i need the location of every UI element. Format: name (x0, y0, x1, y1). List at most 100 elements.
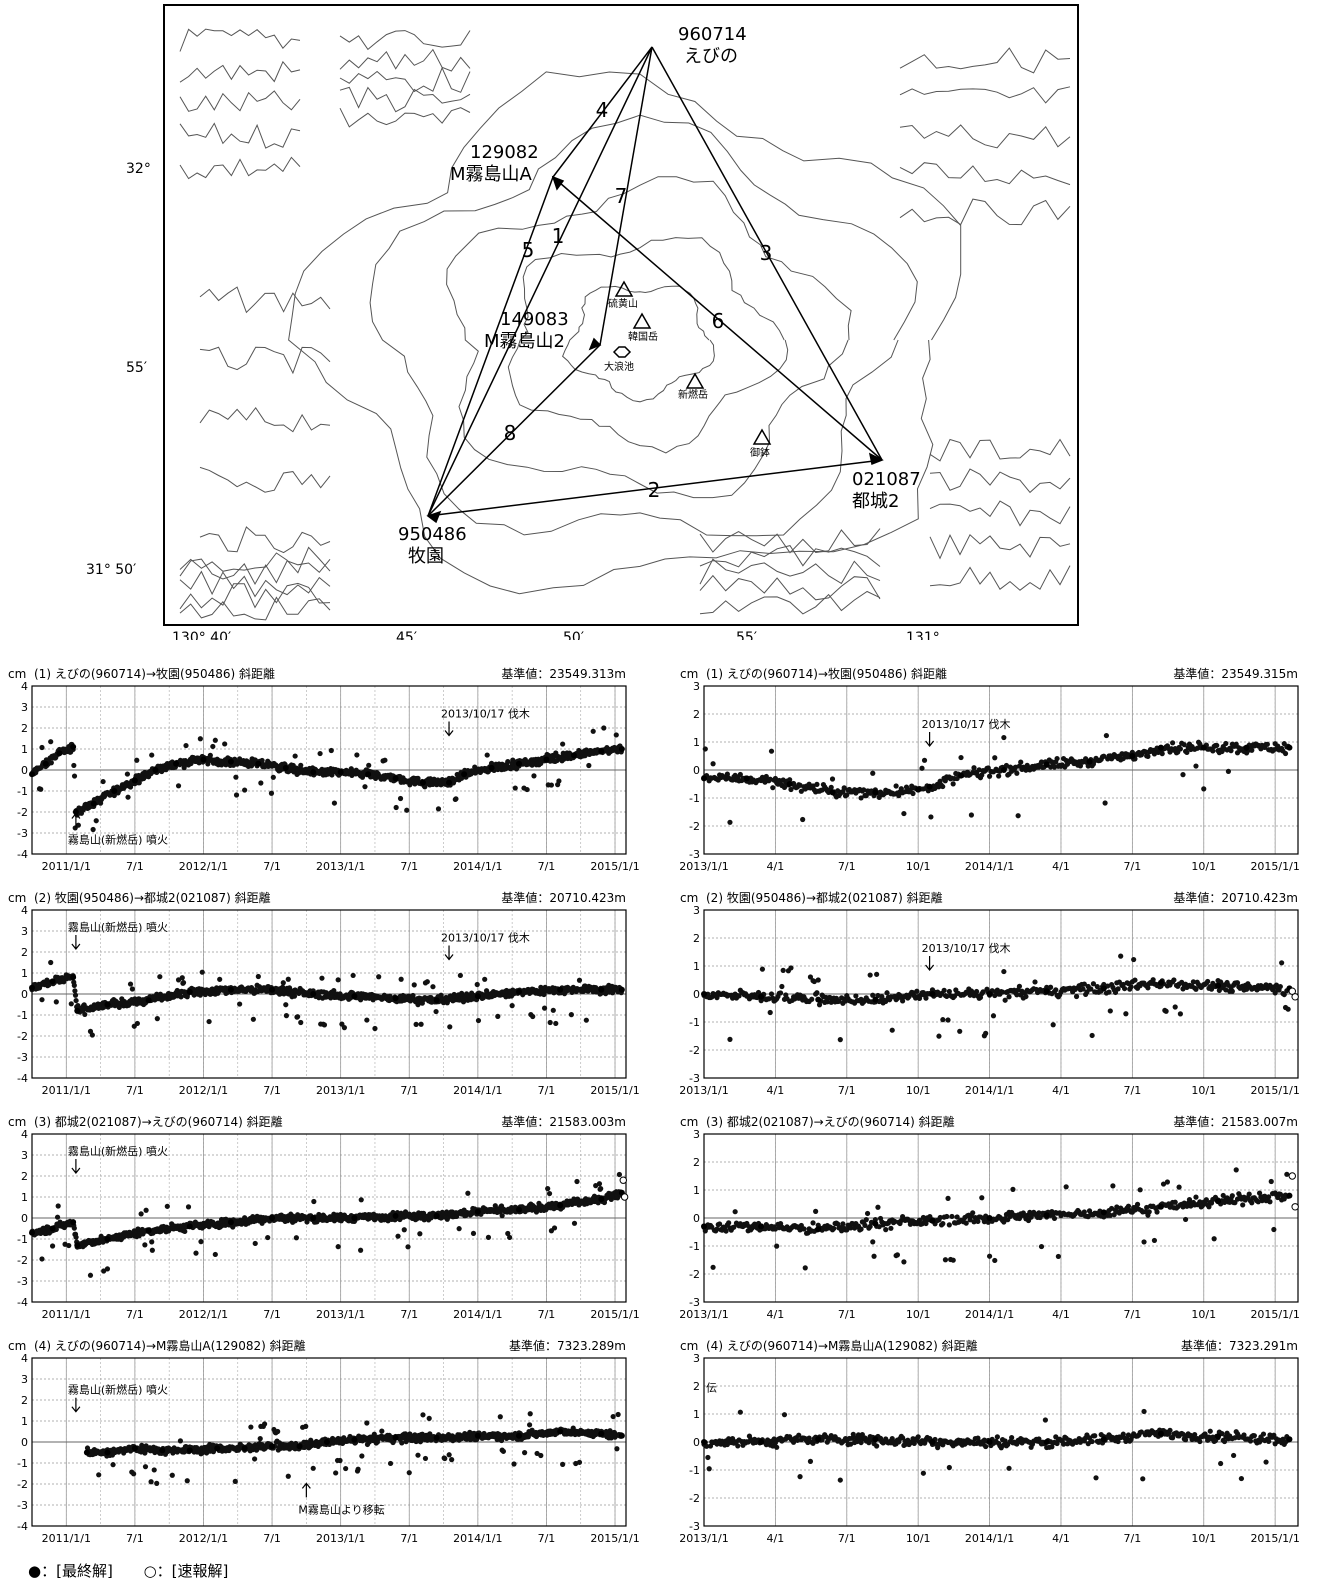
data-series (83, 1411, 625, 1486)
data-point (1016, 983, 1023, 989)
chart-panel: cm (3) 都城2(021087)→えびの(960714) 斜距離 基準値：215… (0, 1110, 640, 1330)
data-point (1151, 751, 1158, 757)
data-point (328, 747, 334, 754)
data-point (872, 996, 879, 1003)
data-point (598, 1196, 605, 1203)
data-point (515, 1206, 522, 1213)
x-tick-label: 2014/1/1 (453, 1532, 502, 1545)
data-point (419, 779, 426, 786)
x-tick-label: 2014/1/1 (453, 860, 502, 873)
contour-line (899, 124, 1071, 149)
data-point (1132, 977, 1138, 983)
x-tick-label: 2011/1/1 (42, 860, 91, 873)
data-point (71, 762, 77, 769)
data-point (560, 741, 566, 747)
quick-data-point (620, 1193, 629, 1201)
data-point (980, 989, 986, 995)
x-tick-label: 7/1 (263, 1532, 281, 1545)
contour-line (179, 546, 331, 574)
y-tick-label: -2 (689, 1044, 700, 1057)
data-point (1107, 1008, 1113, 1014)
chart-svg: cm (3) 都城2(021087)→えびの(960714) 斜距離 基準値：215… (8, 1114, 640, 1321)
y-tick-label: -2 (17, 806, 28, 819)
data-point (1012, 764, 1019, 770)
data-point (802, 1265, 808, 1271)
data-point (1051, 764, 1058, 770)
data-point (149, 752, 155, 758)
data-point (979, 1195, 985, 1201)
data-point (1015, 813, 1021, 819)
x-tick-label: 2015/1/1 (590, 1084, 639, 1097)
data-point (701, 1223, 707, 1230)
data-point (1208, 986, 1215, 992)
x-tick-label: 2011/1/1 (42, 1532, 91, 1545)
y-unit-label: cm (680, 1115, 698, 1129)
data-point (923, 995, 929, 1001)
data-point (1193, 1194, 1199, 1200)
data-point (145, 997, 152, 1004)
data-point (1267, 1199, 1273, 1205)
data-point (151, 1467, 157, 1473)
data-point (945, 1017, 951, 1023)
data-point (42, 760, 49, 767)
data-point (418, 1021, 424, 1027)
reference-value: 基準値：20710.423m (501, 890, 626, 905)
station-950486-id: 950486 (398, 524, 467, 545)
data-point (1115, 986, 1121, 992)
baseline-line (552, 46, 653, 178)
data-point (1001, 968, 1007, 975)
y-tick-label: 4 (21, 1128, 28, 1141)
data-point (71, 982, 77, 988)
chart-svg: cm (2) 牧園(950486)→都城2(021087) 斜距離 基準値：2071… (8, 890, 640, 1097)
contour-line (699, 545, 881, 568)
data-point (861, 787, 867, 793)
data-point (470, 1230, 477, 1237)
y-tick-label: -1 (689, 1016, 700, 1029)
y-tick-label: -2 (689, 1268, 700, 1281)
baseline-line (427, 176, 554, 517)
chart-title: (2) 牧園(950486)→都城2(021087) 斜距離 (706, 891, 943, 905)
chart-panel: cm (1) えびの(960714)→牧園(950486) 斜距離 基準値：2354… (672, 662, 1312, 882)
plot-frame (31, 1357, 627, 1527)
data-point (710, 1264, 716, 1270)
data-point (1101, 753, 1107, 759)
contour-line (446, 176, 852, 499)
data-point (867, 1223, 873, 1230)
y-tick-label: -1 (689, 1240, 700, 1253)
data-point (888, 1225, 894, 1231)
data-point (134, 757, 140, 763)
data-point (800, 816, 806, 823)
data-point (840, 1221, 846, 1227)
volcano-triangle-icon (685, 372, 705, 389)
x-tick-label: 2013/1/1 (316, 1532, 365, 1545)
data-point (509, 1003, 515, 1009)
data-point (1094, 984, 1100, 990)
data-point (104, 1266, 111, 1272)
data-point (227, 758, 234, 765)
data-point (1215, 1198, 1222, 1205)
y-tick-label: 4 (21, 1352, 28, 1365)
data-point (39, 744, 45, 751)
y-tick-label: 0 (21, 988, 28, 1001)
annotation-text: 2013/10/17 伐木 (922, 718, 1011, 731)
data-point (1216, 987, 1222, 993)
contour-line (929, 500, 1071, 527)
data-point (550, 1007, 556, 1013)
station-950486-name: 牧園 (408, 546, 444, 567)
data-point (702, 746, 708, 752)
data-point (186, 1223, 193, 1230)
data-point (233, 774, 239, 780)
data-point (1051, 1215, 1058, 1222)
data-point (90, 800, 97, 807)
data-point (1181, 742, 1187, 748)
data-point (182, 1228, 188, 1235)
y-tick-label: -1 (17, 1233, 28, 1246)
data-point (222, 741, 228, 747)
data-point (129, 986, 135, 992)
data-point (49, 978, 56, 985)
contour-line (507, 237, 789, 454)
x-tick-label: 4/1 (767, 1308, 785, 1321)
data-point (207, 752, 213, 758)
data-point (710, 761, 716, 767)
y-unit-label: cm (8, 1339, 26, 1353)
